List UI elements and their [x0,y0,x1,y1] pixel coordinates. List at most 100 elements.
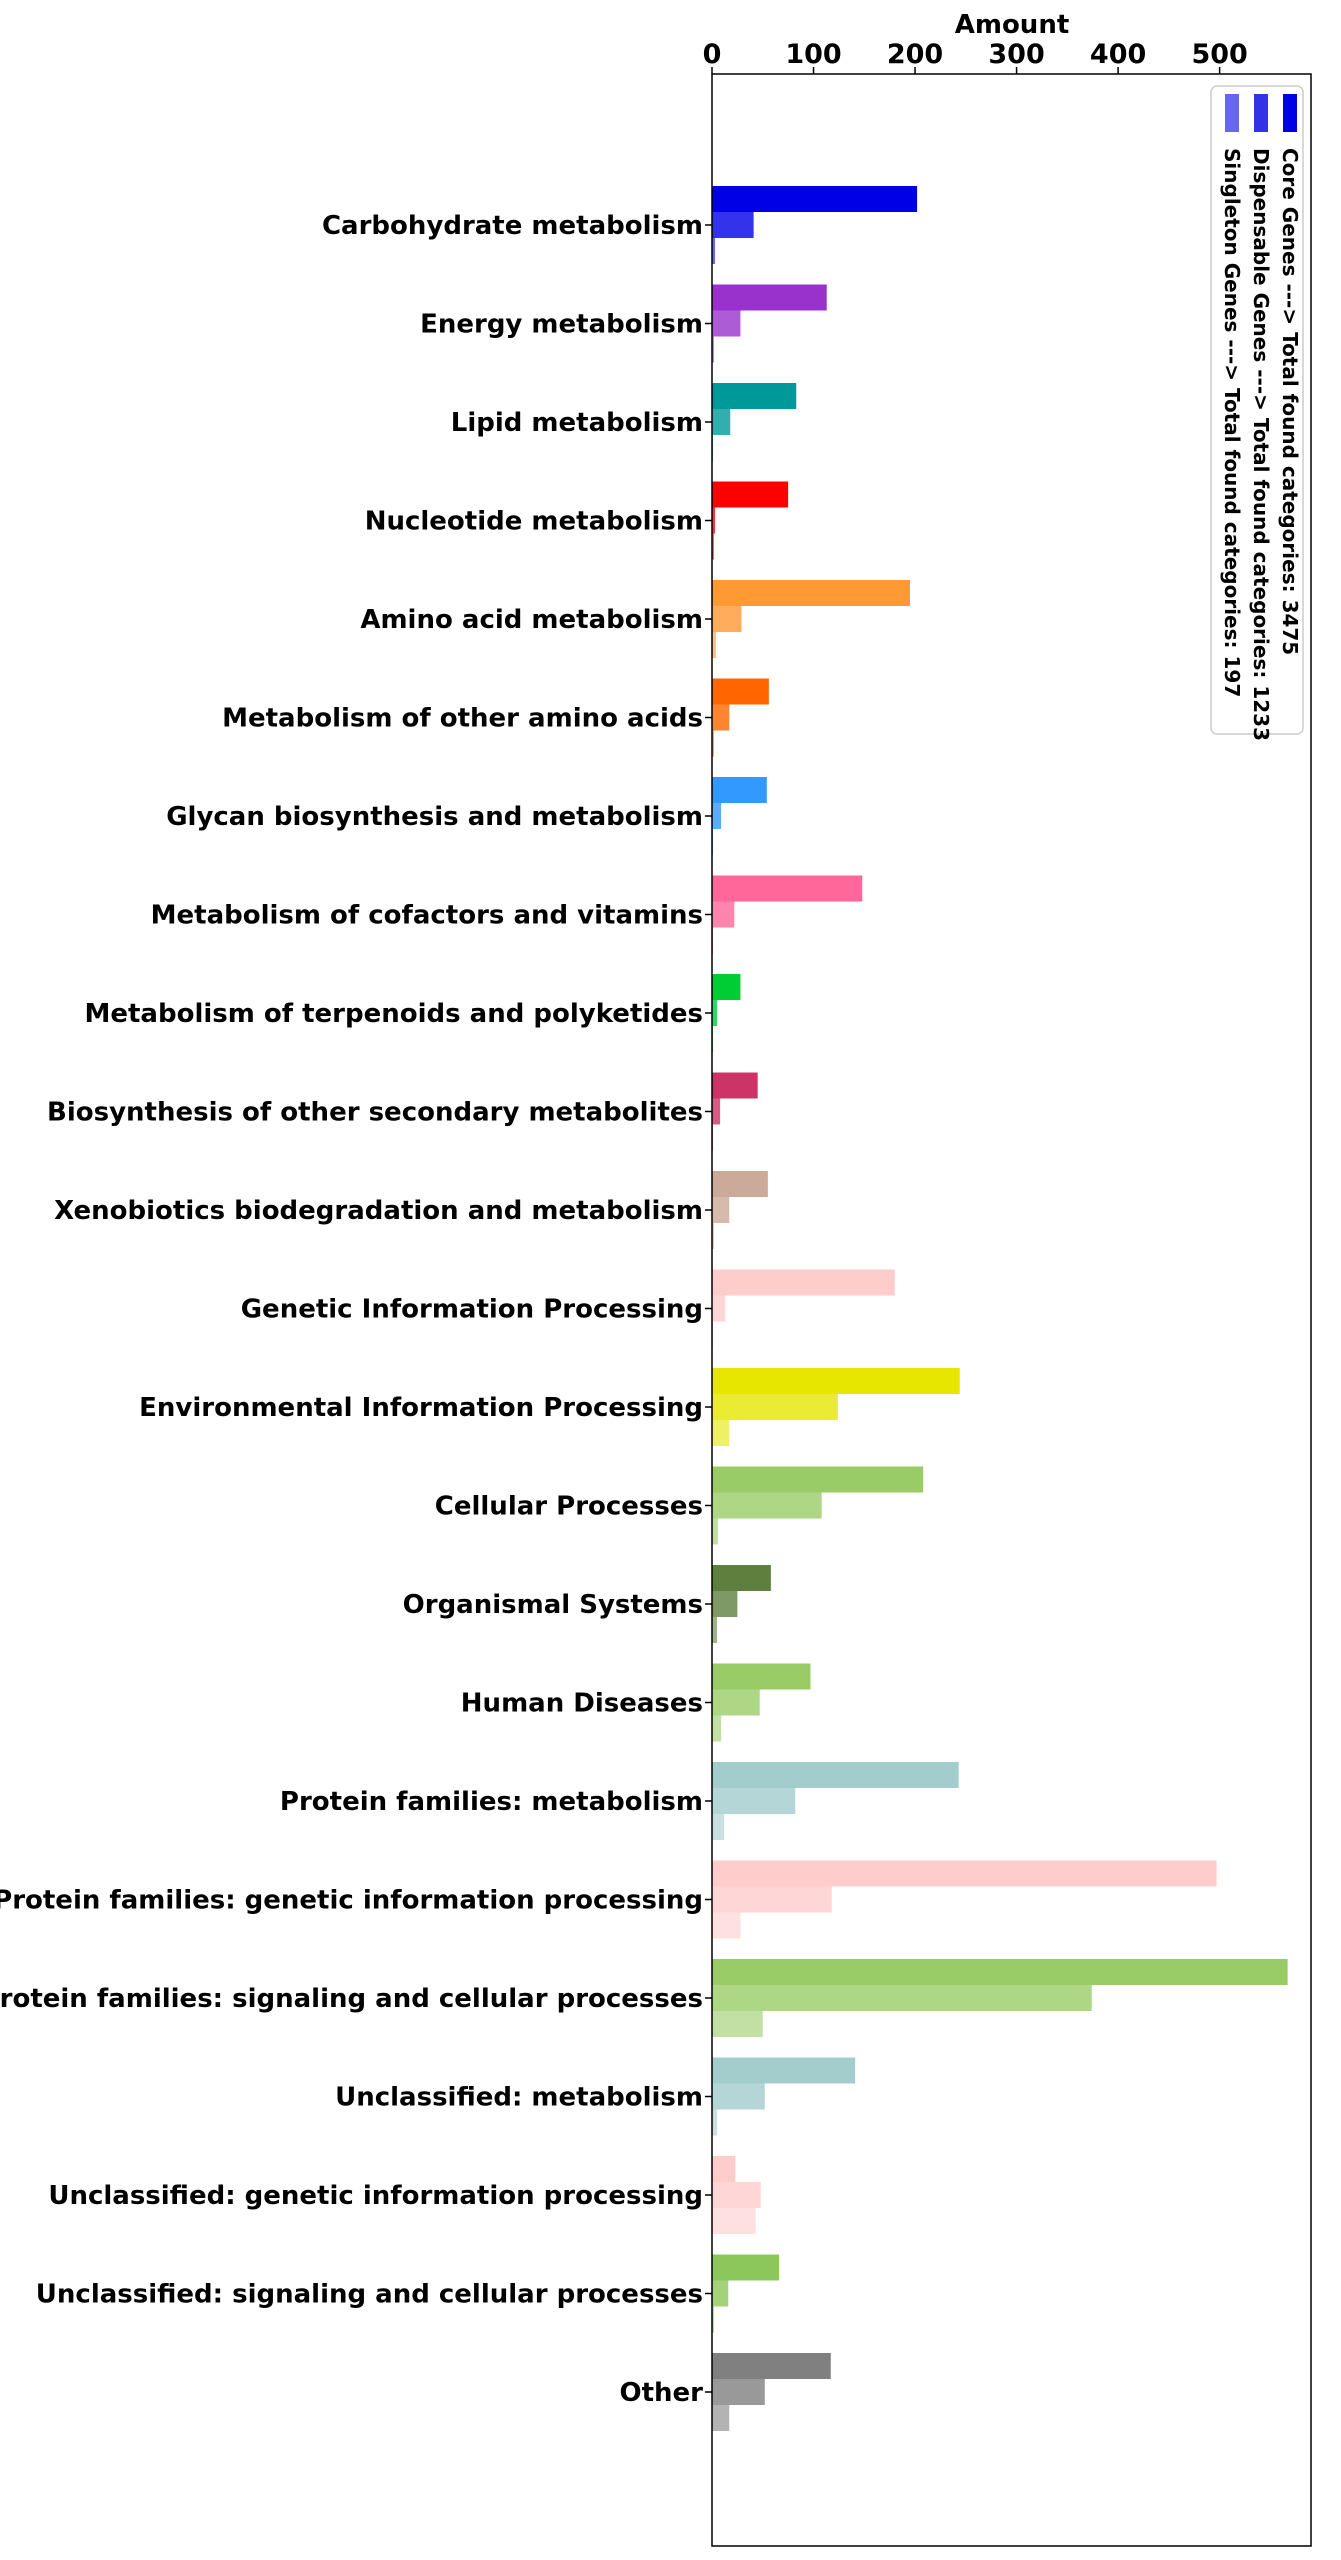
x-tick-label: 200 [887,39,943,70]
bar-3-series-2 [712,533,715,560]
category-label: Cellular Processes [435,1492,703,1522]
bar-16-series-1 [712,1788,796,1814]
bar-21-series-0 [712,2254,780,2281]
bar-8-series-0 [712,974,741,1000]
legend-swatch [1283,94,1297,132]
bar-5-series-2 [712,730,715,757]
x-tick-label: 500 [1191,39,1247,70]
bar-19-series-0 [712,2057,856,2084]
bar-3-series-0 [712,481,789,508]
bar-16-series-2 [712,1814,725,1840]
bar-22-series-2 [712,2405,730,2431]
legend: Core Genes ---> Total found categories: … [1210,85,1304,741]
bar-6-series-1 [712,803,722,829]
bar-9-series-0 [712,1072,758,1099]
category-label: Unclassified: signaling and cellular pro… [36,2280,703,2310]
bar-10-series-2 [712,1223,715,1249]
bar-9-series-1 [712,1098,721,1125]
bar-2-series-0 [712,383,797,409]
bar-15-series-2 [712,1715,722,1742]
bar-20-series-1 [712,2182,761,2208]
bar-17-series-1 [712,1886,832,1913]
bars-layer [712,186,1288,2431]
category-label: Metabolism of terpenoids and polyketides [84,999,703,1029]
bar-3-series-1 [712,507,716,534]
category-label: Genetic Information Processing [241,1295,703,1325]
bar-7-series-1 [712,901,735,928]
bar-14-series-0 [712,1565,771,1591]
bar-20-series-2 [712,2208,756,2234]
category-label: Xenobiotics biodegradation and metabolis… [54,1196,703,1226]
ticks-layer: 0 100 200 300 400 500 [703,39,1248,2393]
category-label: Unclassified: genetic information proces… [48,2181,703,2211]
bar-15-series-1 [712,1689,760,1716]
category-label: Other [620,2378,704,2408]
bar-14-series-2 [712,1617,718,1643]
bar-2-series-1 [712,409,731,435]
bar-11-series-0 [712,1269,895,1296]
bar-4-series-1 [712,606,742,632]
category-label: Protein families: genetic information pr… [0,1886,703,1916]
bar-1-series-2 [712,336,715,363]
bar-10-series-0 [712,1171,768,1197]
legend-items: Core Genes ---> Total found categories: … [1220,94,1302,741]
bar-22-series-0 [712,2353,831,2379]
x-tick-label: 300 [988,39,1044,70]
bar-6-series-0 [712,777,767,803]
x-axis-title: Amount [955,10,1070,40]
bar-1-series-1 [712,310,741,337]
bar-22-series-1 [712,2379,765,2405]
bar-13-series-2 [712,1518,719,1545]
legend-swatch [1225,94,1239,132]
x-tick-label: 400 [1090,39,1146,70]
category-label: Metabolism of other amino acids [222,704,703,734]
bar-0-series-0 [712,186,918,212]
category-label: Metabolism of cofactors and vitamins [151,901,703,931]
bar-18-series-1 [712,1985,1092,2011]
category-label: Environmental Information Processing [139,1393,703,1423]
legend-box [1210,85,1304,735]
bar-13-series-1 [712,1492,822,1519]
bar-7-series-0 [712,875,863,902]
bar-4-series-2 [712,632,717,658]
category-label: Unclassified: metabolism [335,2083,703,2113]
category-label: Human Diseases [461,1689,703,1719]
category-label: Protein families: metabolism [280,1787,703,1817]
bar-13-series-0 [712,1466,924,1493]
bar-19-series-2 [712,2109,718,2136]
category-label: Carbohydrate metabolism [322,211,703,241]
legend-label: Core Genes ---> Total found categories: … [1278,148,1302,655]
bar-12-series-1 [712,1394,838,1420]
bar-5-series-0 [712,678,769,705]
bar-12-series-0 [712,1368,960,1394]
x-tick-label: 0 [703,39,722,70]
bar-4-series-0 [712,580,910,606]
category-labels: Carbohydrate metabolism Energy metabolism… [0,211,703,2408]
bar-18-series-2 [712,2011,763,2037]
bar-16-series-0 [712,1762,959,1788]
legend-label: Dispensable Genes ---> Total found categ… [1249,148,1273,741]
category-label: Nucleotide metabolism [365,507,703,537]
category-label: Glycan biosynthesis and metabolism [166,802,703,832]
category-label: Organismal Systems [403,1590,703,1620]
bar-1-series-0 [712,284,827,311]
bar-17-series-2 [712,1912,741,1939]
bar-17-series-0 [712,1860,1217,1887]
plot-frame [711,73,1312,2547]
category-label: Protein families: signaling and cellular… [0,1984,703,2014]
bar-12-series-2 [712,1420,730,1446]
legend-label: Singleton Genes ---> Total found categor… [1220,148,1244,697]
bar-10-series-1 [712,1197,730,1223]
bar-21-series-2 [712,2306,715,2333]
bar-21-series-1 [712,2280,729,2307]
bar-8-series-1 [712,1000,718,1026]
bar-15-series-0 [712,1663,811,1690]
bar-18-series-0 [712,1959,1288,1985]
category-label: Biosynthesis of other secondary metaboli… [47,1098,703,1128]
category-label: Amino acid metabolism [360,605,703,635]
bar-0-series-1 [712,212,754,238]
bar-5-series-1 [712,704,730,731]
bar-14-series-1 [712,1591,738,1617]
bar-19-series-1 [712,2083,765,2110]
